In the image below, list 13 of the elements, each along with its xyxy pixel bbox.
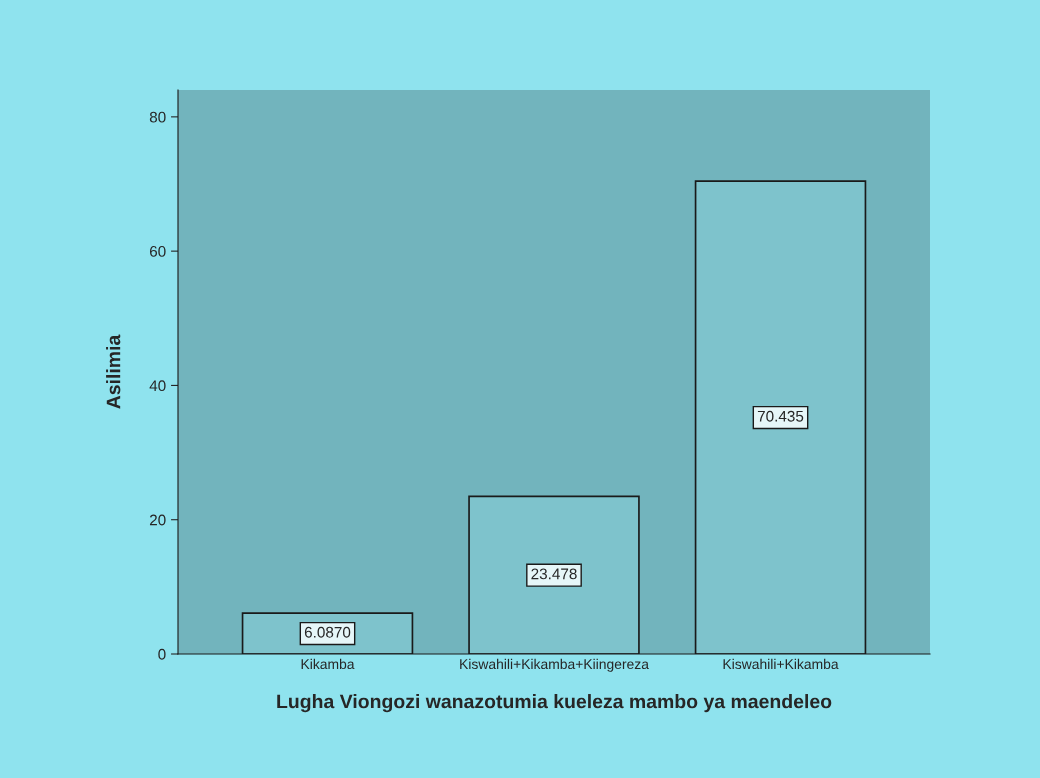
y-axis-title: Asilimia bbox=[106, 334, 121, 409]
y-tick-label: 0 bbox=[158, 648, 166, 660]
x-tick-label: Kikamba bbox=[301, 658, 355, 670]
y-tick-label: 40 bbox=[149, 380, 166, 392]
x-tick-label: Kiswahili+Kikamba+Kiingereza bbox=[460, 658, 649, 672]
y-tick-label: 60 bbox=[149, 246, 166, 257]
data-label: 23.478 bbox=[531, 568, 577, 580]
y-tick-label: 80 bbox=[149, 111, 166, 123]
data-label: 6.0870 bbox=[304, 626, 351, 638]
x-tick-label: Kiswahili+Kikamba bbox=[723, 658, 839, 670]
data-label: 70.435 bbox=[757, 410, 804, 422]
y-tick-label: 20 bbox=[149, 514, 166, 526]
x-axis-title: Lugha Viongozi wanazotumia kueleza mambo ya maendeleo bbox=[277, 694, 832, 713]
